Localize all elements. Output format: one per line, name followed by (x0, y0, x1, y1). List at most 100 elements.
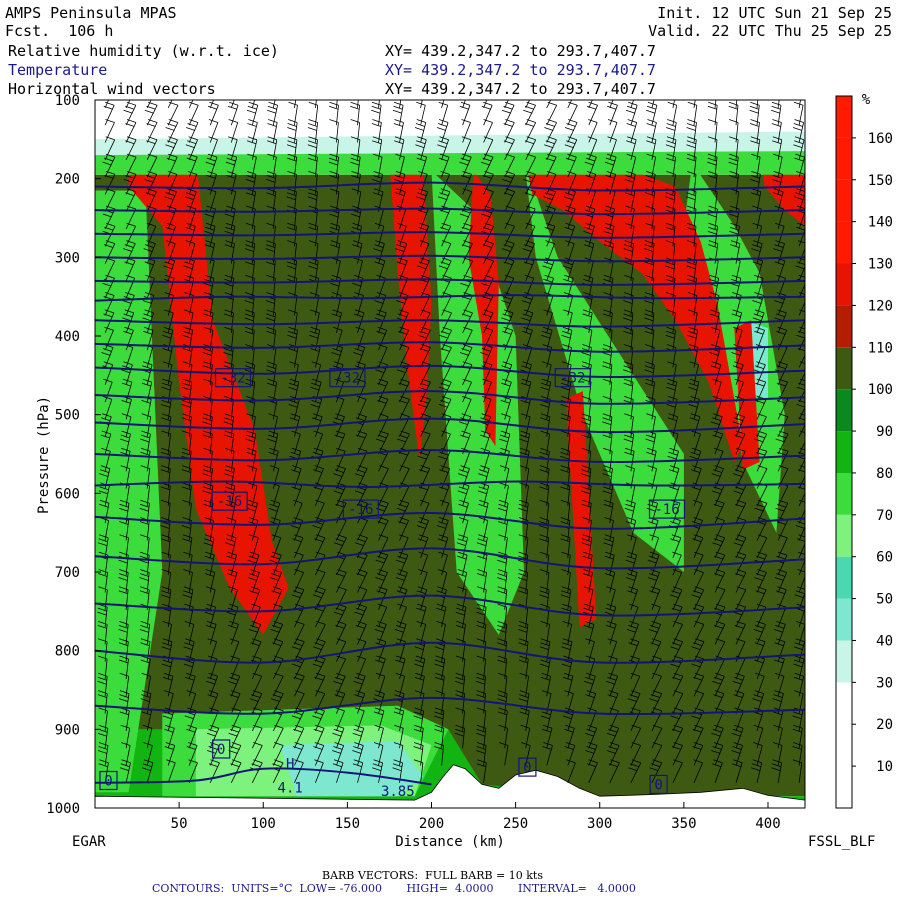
wind-barb-flag-1261-1 (755, 555, 766, 560)
wind-barb-flag-182-0 (182, 465, 192, 469)
wind-barb-flag-1178-0 (715, 499, 725, 504)
wind-barb-flag-766-2 (501, 248, 512, 252)
wind-barb-flag-547-2 (375, 559, 385, 564)
wind-barb-flag-919-0 (586, 171, 597, 175)
wind-barb-flag-1228-2 (732, 680, 742, 685)
wind-barb-flag-1010-1 (623, 365, 633, 370)
wind-barb-flag-196-2 (184, 715, 195, 720)
wind-barb-85 (146, 174, 158, 195)
wind-barb-flag-149-1 (161, 590, 171, 595)
wind-barb-997 (630, 139, 637, 160)
wind-barb-flag-22-2 (99, 473, 109, 477)
wind-barb-flag-823-1 (518, 555, 528, 560)
wind-barb-1192 (714, 745, 724, 766)
wind-barb-flag-632-2 (414, 646, 424, 651)
wind-barb-flag-187-0 (183, 551, 193, 556)
wind-barb-flag-237-1 (208, 728, 218, 733)
wind-barb-flag-271-0 (229, 621, 239, 625)
wind-barb-flag-291-0 (245, 274, 255, 279)
wind-barb-flag-355-0 (274, 690, 284, 694)
wind-barb-flag-498-0 (357, 396, 367, 400)
colorbar-tick-label-15: 160 (868, 131, 893, 147)
wind-barb-flag-817-0 (520, 447, 530, 452)
wind-barb-1322 (798, 228, 805, 247)
wind-barb-flag-748-1 (476, 625, 486, 629)
wind-barb-flag-784-0 (498, 551, 508, 556)
wind-barb-flag-1135-1 (690, 451, 700, 456)
wind-barb-flag-482-0 (350, 119, 360, 123)
wind-barb-flag-365-0 (287, 171, 297, 175)
wind-barb-266 (230, 537, 237, 558)
wind-barb-741 (483, 503, 489, 524)
wind-barb-flag-1193-1 (712, 763, 722, 768)
wind-barb-314 (251, 676, 263, 697)
wind-barb-flag-1231-0 (733, 724, 744, 729)
wind-barb-flag-966-0 (603, 292, 613, 296)
wind-barb-flag-596-0 (394, 707, 404, 712)
wind-barb-81 (146, 105, 158, 126)
wind-barb-flag-280-0 (249, 85, 258, 88)
wind-barb-flag-1169-2 (709, 352, 719, 356)
wind-barb-614 (420, 330, 431, 351)
wind-barb-flag-722-1 (482, 175, 492, 179)
wind-barb-flag-1119-0 (686, 171, 697, 175)
wind-barb-628 (420, 572, 428, 593)
wind-barb-flag-522-1 (371, 123, 382, 127)
wind-barb-flag-1037-1 (646, 140, 656, 145)
wind-barb-flag-754-0 (476, 724, 487, 729)
colorbar-bin-10 (836, 347, 852, 390)
wind-barb-flag-1269-1 (753, 694, 763, 698)
wind-barb-flag-298-0 (245, 396, 256, 400)
wind-barb-flag-562-0 (394, 119, 404, 123)
wind-barb-flag-121-0 (168, 101, 179, 106)
wind-barb-flag-392-0 (295, 638, 305, 643)
wind-barb-flag-828-0 (518, 638, 529, 643)
wind-barb-flag-432-0 (316, 638, 326, 643)
wind-barb-flag-1255-1 (756, 451, 766, 456)
wind-barb-1172 (714, 399, 723, 420)
wind-barb-1301 (777, 554, 788, 576)
wind-barb-flag-760-0 (505, 136, 515, 141)
wind-barb-flag-334-1 (266, 330, 276, 335)
wind-barb-flag-663-1 (438, 486, 449, 491)
wind-barb-flag-380-0 (291, 430, 301, 435)
wind-barb-flag-824-1 (518, 573, 528, 577)
wind-barb-650 (441, 260, 452, 282)
wind-barb-flag-620-0 (421, 430, 431, 435)
colorbar-unit: % (862, 92, 871, 108)
wind-barb-flag-1039-1 (645, 175, 655, 179)
wind-barb-flag-1118-0 (686, 153, 697, 158)
wind-barb-flag-266-1 (226, 538, 236, 543)
wind-barb-flag-642-1 (437, 123, 448, 127)
wind-barb-flag-323-1 (267, 140, 277, 145)
wind-barb-flag-952-1 (586, 746, 596, 750)
wind-barb-flag-488-0 (352, 222, 362, 227)
wind-barb-flag-352-1 (272, 642, 282, 647)
wind-barb-flag-516-0 (355, 707, 365, 712)
wind-barb-flag-222-1 (203, 469, 213, 473)
wind-barb-flag-1347-0 (794, 655, 805, 660)
wind-barb-flag-875-0 (568, 101, 578, 106)
wind-barb-flag-185-2 (181, 525, 191, 529)
wind-barb-flag-196-0 (187, 707, 197, 712)
wind-barb-flag-1055-1 (646, 451, 656, 456)
wind-barb-562 (399, 122, 404, 143)
wind-barb-flag-728-0 (484, 274, 494, 279)
wind-barb-flag-213-1 (203, 313, 213, 318)
wind-barb-flag-876-0 (567, 119, 578, 123)
wind-barb-1252 (756, 399, 767, 420)
wind-barb-flag-591-2 (394, 629, 405, 633)
wind-barb-flag-915-1 (586, 105, 597, 110)
wind-barb-645 (441, 174, 450, 195)
wind-barb-flag-828-1 (518, 642, 528, 647)
wind-barb-flag-954-0 (609, 85, 618, 88)
wind-barb-1217 (735, 485, 747, 507)
wind-barb-555 (378, 693, 385, 714)
wind-barb-1272 (756, 745, 763, 766)
wind-barb-flag-1279-0 (773, 171, 783, 175)
wind-barb-flag-478-0 (334, 742, 344, 746)
wind-barb-flag-801-2 (523, 179, 533, 183)
wind-barb-flag-37-0 (98, 724, 108, 729)
wind-barb-761 (504, 156, 515, 178)
